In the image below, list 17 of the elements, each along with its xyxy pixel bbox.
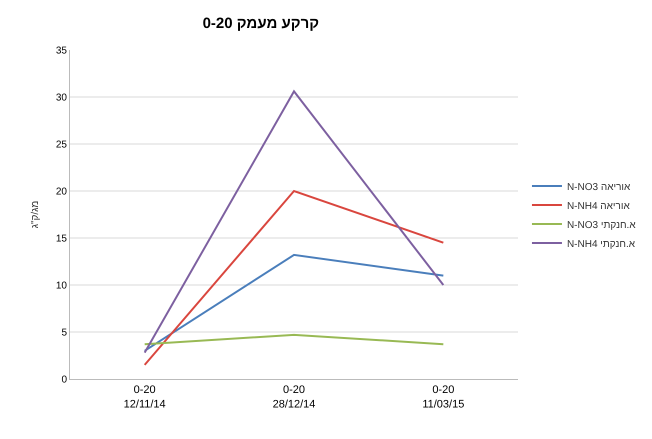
legend-label: N-NH4 א.חנקתי	[566, 238, 636, 250]
x-tick-label: 0-20 12/11/14	[124, 384, 166, 410]
y-tick-label: 15	[56, 234, 68, 244]
y-tick-label: 30	[56, 92, 68, 104]
legend-label: N-NO3 אוריאה	[566, 182, 632, 193]
legend-label: N-NH4 אוריאה	[566, 200, 630, 212]
y-tick-label: 35	[56, 46, 68, 56]
x-tick-label: 0-20 28/12/14	[272, 384, 316, 410]
y-tick-label: 10	[56, 280, 68, 292]
x-tick-label: 0-20 11/03/15	[422, 384, 464, 410]
y-tick-label: 5	[61, 328, 68, 338]
y-tick-label: 0	[61, 374, 68, 386]
y-tick-label: 25	[56, 140, 68, 150]
legend-label: N-NO3 א.חנקתי	[566, 220, 636, 231]
y-tick-label: 20	[56, 186, 68, 198]
chart-title: 0-20 קרקע מעמק	[202, 15, 320, 32]
y-axis-title: מג/ק"ג	[30, 200, 41, 228]
